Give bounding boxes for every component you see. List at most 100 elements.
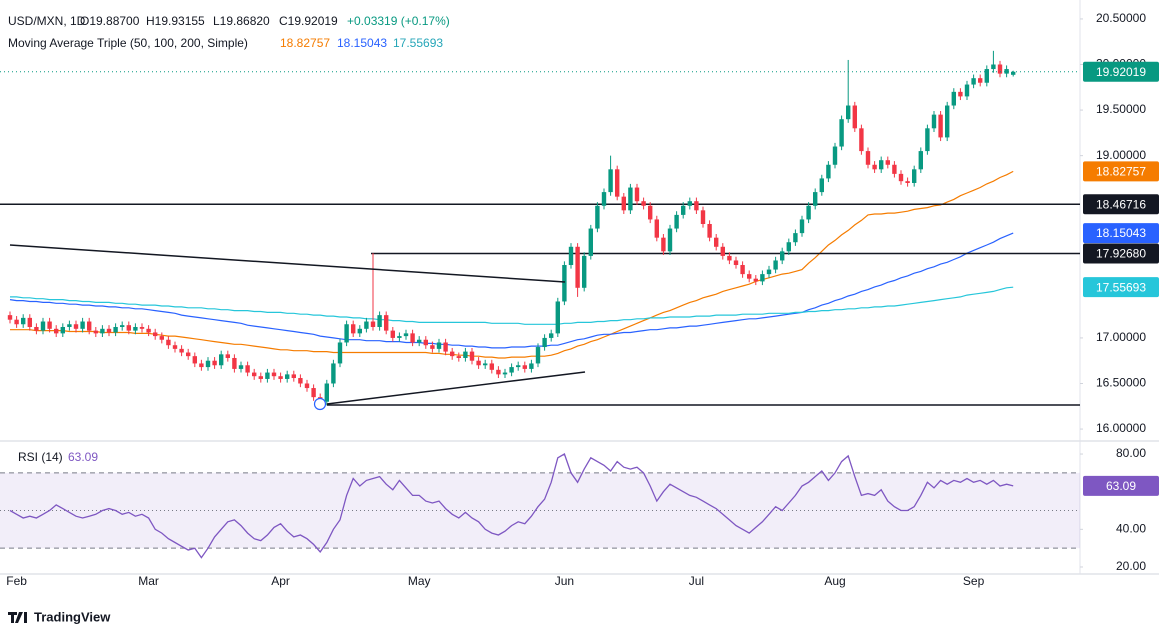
candle-body — [971, 78, 976, 85]
price-label: 18.15043 — [1096, 226, 1146, 240]
price-label: 63.09 — [1106, 479, 1136, 493]
candle-body — [40, 321, 46, 331]
candle-body — [634, 187, 640, 202]
rsi-value: 63.09 — [68, 450, 98, 464]
price-label-box — [1083, 475, 1159, 496]
x-tick-label: May — [408, 574, 431, 588]
candle-body — [522, 365, 527, 369]
header-change: +0.03319 (+0.17%) — [347, 14, 450, 28]
candle-body — [780, 251, 785, 261]
candle-body — [720, 246, 725, 256]
y-tick-label: 17.00000 — [1096, 330, 1146, 344]
y-tick-label: 19.00000 — [1096, 148, 1146, 162]
candle-body — [146, 328, 151, 333]
labels: USD/MXN, 1D O19.88700 H19.93155 L19.8682… — [6, 11, 1159, 624]
x-tick-label: Mar — [138, 574, 159, 588]
candle-body — [258, 376, 263, 379]
candle-body — [324, 383, 329, 402]
y-tick-label: 19.50000 — [1096, 102, 1146, 116]
candle-body — [641, 201, 646, 206]
candle-body — [879, 160, 884, 170]
ma-value: 18.15043 — [337, 36, 387, 50]
candle-body — [113, 326, 118, 333]
candle-body — [73, 324, 79, 329]
candle-body — [390, 330, 395, 338]
price-label: 18.46716 — [1096, 197, 1146, 211]
y-tick-label: 80.00 — [1116, 446, 1146, 460]
candle-body — [450, 351, 455, 357]
candle-body — [351, 324, 356, 334]
candle-body — [278, 376, 283, 379]
header-high: H19.93155 — [146, 14, 205, 28]
candle-body — [819, 178, 824, 193]
candle-body — [285, 374, 290, 379]
candle-body — [826, 164, 831, 179]
candle-body — [377, 315, 382, 327]
candle-body — [509, 367, 514, 373]
candle-body — [93, 330, 98, 334]
candle-body — [179, 348, 184, 353]
candle-body — [674, 214, 679, 229]
moving-average-line — [10, 286, 1014, 325]
candle-body — [945, 105, 950, 138]
candle-body — [403, 333, 409, 337]
candle-body — [562, 265, 567, 302]
candle-body — [219, 354, 224, 366]
candle-body — [951, 91, 956, 106]
candle-body — [245, 365, 250, 373]
y-tick-label: 16.00000 — [1096, 421, 1146, 435]
candle-body — [172, 345, 178, 349]
candle-body — [238, 365, 244, 369]
candle-body — [67, 324, 72, 327]
y-tick-label: 20.00 — [1116, 559, 1146, 573]
candle-body — [298, 378, 303, 384]
candle-body — [291, 374, 296, 379]
candle-body — [813, 192, 818, 206]
candle-body — [159, 336, 164, 340]
candle-body — [489, 363, 494, 370]
candle-body — [252, 372, 257, 377]
candle-body — [938, 114, 943, 138]
header-low: L19.86820 — [213, 14, 270, 28]
candle-body — [529, 363, 534, 369]
candle-body — [1004, 69, 1009, 74]
candle-body — [271, 372, 277, 377]
price-pane — [0, 18, 1083, 430]
price-label-box — [1083, 223, 1159, 244]
candle-body — [766, 269, 772, 275]
x-tick-label: Apr — [271, 574, 290, 588]
anchor-point — [313, 397, 327, 411]
candle-body — [476, 360, 481, 366]
candle-body — [265, 372, 270, 379]
candle-body — [443, 342, 448, 352]
candle-body — [568, 246, 574, 266]
candle-body — [865, 151, 871, 165]
candle-body — [502, 372, 508, 375]
rsi-line — [9, 453, 1014, 559]
candle-body — [47, 321, 52, 329]
candle-body — [700, 210, 706, 224]
candle-body — [357, 328, 362, 334]
candle-body — [205, 360, 211, 368]
candle-body — [27, 317, 32, 327]
candle-body — [100, 328, 105, 334]
candle-body — [331, 363, 336, 384]
candle-body — [397, 336, 402, 338]
candle-body — [370, 321, 376, 327]
candle-body — [199, 363, 204, 368]
candle-body — [417, 339, 422, 343]
candle-body — [773, 260, 778, 270]
candle-body — [615, 169, 620, 197]
candle-body — [654, 219, 659, 238]
brand: TradingView — [34, 609, 111, 624]
candle-body — [753, 278, 758, 282]
price-label: 18.82757 — [1096, 165, 1146, 179]
rsi-title: RSI (14) — [18, 450, 63, 464]
candle-body — [661, 237, 666, 252]
candle-body — [542, 337, 547, 348]
candle-body — [7, 315, 13, 320]
y-tick-label: 40.00 — [1116, 522, 1146, 536]
